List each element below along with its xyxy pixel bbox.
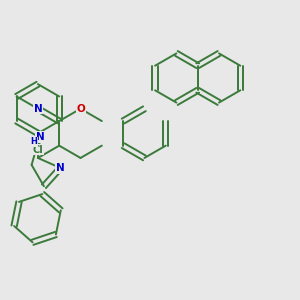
Text: N: N [34, 104, 42, 114]
Text: N: N [36, 132, 45, 142]
Text: N: N [56, 163, 65, 173]
Text: Cl: Cl [32, 145, 43, 155]
Text: H: H [30, 137, 37, 146]
Text: O: O [76, 104, 85, 114]
